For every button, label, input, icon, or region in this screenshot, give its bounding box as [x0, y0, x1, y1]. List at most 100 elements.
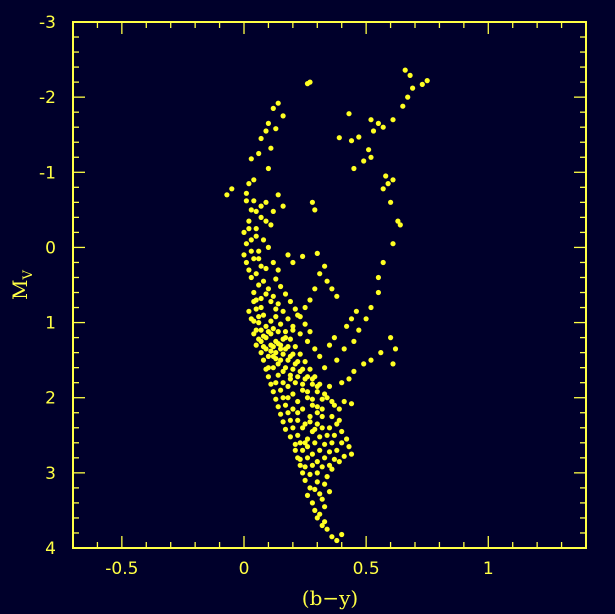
data-point — [265, 120, 271, 126]
data-point — [309, 381, 315, 387]
data-point — [248, 274, 254, 281]
data-point — [348, 451, 355, 457]
data-points — [224, 67, 430, 544]
data-point — [253, 327, 259, 333]
data-point — [282, 329, 289, 335]
data-point — [248, 248, 254, 254]
data-point — [256, 320, 262, 326]
data-point — [319, 464, 325, 470]
data-point — [282, 291, 289, 297]
data-point — [304, 389, 311, 395]
y-tick-label: 2 — [45, 389, 56, 409]
data-point — [285, 316, 291, 322]
data-point — [370, 128, 377, 134]
data-point — [280, 336, 286, 342]
x-tick-label: -0.5 — [105, 559, 138, 579]
data-point — [263, 346, 269, 352]
data-point — [285, 357, 291, 363]
data-point — [287, 336, 293, 342]
data-point — [270, 208, 276, 214]
data-point — [314, 404, 320, 410]
data-point — [278, 357, 284, 363]
data-point — [275, 329, 281, 335]
data-point — [334, 293, 340, 299]
data-point — [278, 411, 284, 417]
data-point — [309, 451, 315, 457]
x-tick-label: 0 — [239, 559, 250, 579]
y-tick-label: -3 — [39, 13, 56, 33]
data-point — [297, 456, 303, 462]
data-point — [334, 537, 340, 544]
data-point — [304, 374, 311, 380]
y-tick-label: -1 — [39, 163, 56, 183]
data-point — [326, 449, 333, 455]
data-point — [270, 365, 276, 371]
data-point — [322, 519, 328, 525]
data-point — [322, 391, 328, 397]
data-point — [256, 282, 262, 288]
x-tick-label: 0.5 — [353, 559, 380, 579]
data-point — [295, 398, 301, 405]
data-point — [317, 447, 323, 453]
data-point — [300, 406, 306, 412]
data-point — [253, 233, 259, 239]
data-point — [253, 226, 259, 232]
data-point — [275, 361, 281, 367]
data-point — [285, 344, 291, 350]
data-point — [314, 250, 320, 256]
data-point — [341, 346, 347, 352]
data-point — [312, 440, 318, 446]
data-point — [348, 401, 355, 407]
data-point — [339, 380, 345, 386]
data-point — [341, 398, 347, 405]
data-point — [368, 357, 374, 363]
data-point — [246, 218, 252, 224]
data-point — [324, 278, 330, 284]
data-point — [258, 214, 264, 220]
data-point — [251, 331, 257, 337]
data-point — [324, 432, 330, 438]
data-point — [326, 383, 333, 389]
data-point — [256, 314, 262, 320]
y-tick-label: 1 — [45, 314, 56, 334]
data-point — [402, 67, 408, 73]
data-point — [348, 138, 355, 144]
data-point — [260, 237, 267, 243]
data-point — [368, 154, 374, 160]
data-point — [317, 381, 323, 387]
data-point — [280, 368, 286, 374]
data-point — [263, 265, 269, 272]
data-point — [270, 293, 276, 299]
data-point — [229, 186, 235, 192]
data-point — [268, 348, 274, 354]
data-point — [424, 78, 430, 84]
data-point — [287, 372, 293, 378]
data-point — [302, 464, 308, 470]
data-point — [312, 486, 318, 492]
data-point — [302, 440, 308, 446]
data-point — [388, 199, 394, 205]
data-point — [304, 436, 311, 442]
data-point — [278, 346, 284, 352]
data-point — [295, 410, 301, 416]
data-point — [258, 350, 264, 356]
data-point — [243, 259, 249, 266]
data-point — [270, 389, 276, 395]
data-point — [278, 321, 284, 327]
data-point — [390, 241, 396, 247]
data-point — [273, 380, 279, 386]
data-point — [353, 308, 359, 314]
data-point — [282, 402, 289, 408]
data-point — [390, 361, 396, 367]
data-point — [319, 522, 325, 529]
data-point — [265, 329, 271, 335]
data-point — [346, 376, 352, 382]
data-point — [304, 492, 311, 498]
data-point — [314, 479, 320, 485]
data-point — [329, 466, 335, 472]
data-point — [243, 190, 249, 196]
data-point — [390, 117, 396, 123]
data-point — [265, 353, 271, 359]
data-point — [348, 316, 355, 322]
data-point — [292, 344, 298, 350]
